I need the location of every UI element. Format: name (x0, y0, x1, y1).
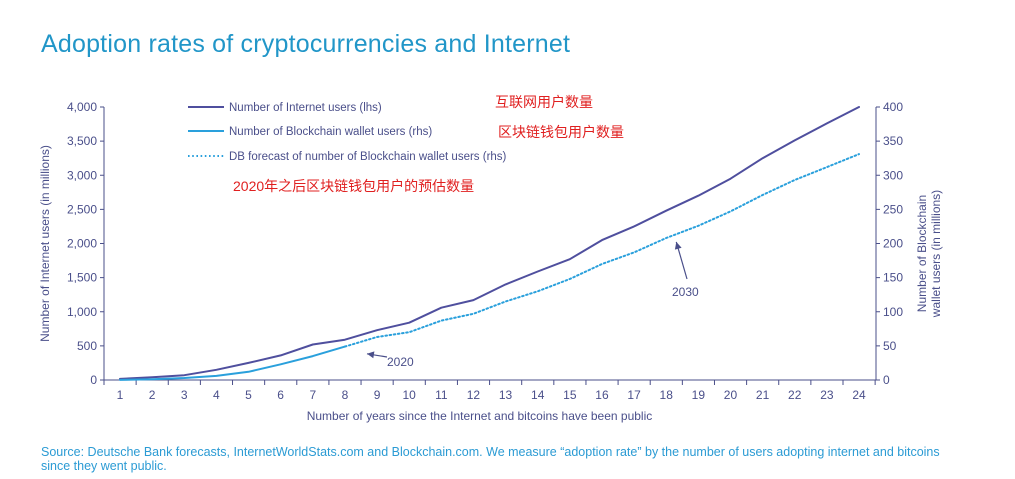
line-chart: 05001,0001,5002,0002,5003,0003,5004,000 … (38, 94, 943, 423)
y2-tick-label: 250 (883, 202, 903, 216)
y-tick-label: 1,500 (67, 271, 97, 285)
y2-axis-title: Number of Blockchainwallet users (in mil… (915, 190, 943, 318)
series-line-internet (119, 106, 860, 380)
x-tick-label: 8 (342, 388, 349, 402)
x-tick-label: 22 (788, 388, 802, 402)
y2-axis-title-line: Number of Blockchain (915, 195, 929, 312)
legend: Number of Internet users (lhs) Number of … (188, 102, 507, 163)
y-tick-label: 4,000 (67, 100, 97, 114)
y-tick-label: 3,000 (67, 168, 97, 182)
x-tick-label: 23 (820, 388, 834, 402)
series-lines (119, 106, 860, 381)
y-tick-label: 500 (77, 339, 97, 353)
x-tick-label: 1 (117, 388, 124, 402)
x-tick-label: 17 (627, 388, 641, 402)
x-axis-title: Number of years since the Internet and b… (307, 409, 653, 423)
x-tick-label: 21 (756, 388, 770, 402)
left-axis: 0 500 1,000 1,500 2,000 2,500 3,000 3,500 4,000 (67, 100, 105, 387)
x-tick-label: 20 (724, 388, 738, 402)
legend-label: Number of Blockchain wallet users (rhs) (229, 126, 432, 138)
y2-tick-label: 350 (883, 134, 903, 148)
source-note: Source: Deutsche Bank forecasts, Interne… (41, 445, 940, 473)
legend-label: DB forecast of number of Blockchain wall… (229, 151, 507, 163)
chart-title: Adoption rates of cryptocurrencies and I… (41, 30, 571, 58)
x-tick-label: 13 (499, 388, 513, 402)
y2-tick-label: 300 (883, 168, 903, 182)
annotation-arrowhead (674, 241, 682, 250)
y2-tick-label: 150 (883, 271, 903, 285)
x-tick-label: 24 (852, 388, 866, 402)
x-tick-label: 11 (435, 388, 448, 402)
y2-tick-label: 50 (883, 339, 897, 353)
x-axis: 1 2 3 4 5 6 7 8 9 10 11 12 13 14 15 16 17 18 19 20 21 22 23 24 (103, 379, 876, 402)
x-tick-label: 16 (595, 388, 609, 402)
y-tick-label: 0 (90, 373, 97, 387)
note-blockchain-users: 区块链钱包用户数量 (498, 124, 624, 140)
series-line-blockchain (119, 345, 346, 381)
y-axis-title: Number of Internet users (in millions) (38, 145, 52, 342)
annotations: 2020 2030 (366, 241, 699, 369)
x-tick-label: 19 (692, 388, 706, 402)
note-forecast: 2020年之后区块链钱包用户的预估数量 (233, 178, 474, 194)
x-tick-label: 14 (531, 388, 545, 402)
note-internet-users: 互联网用户数量 (495, 94, 593, 110)
annotation-label: 2020 (387, 355, 414, 369)
y2-tick-label: 100 (883, 305, 903, 319)
x-tick-label: 15 (563, 388, 577, 402)
y2-axis-title-line: wallet users (in millions) (929, 190, 943, 318)
y2-tick-label: 200 (883, 237, 903, 251)
x-tick-label: 5 (245, 388, 252, 402)
x-tick-label: 2 (149, 388, 156, 402)
y-tick-label: 2,000 (67, 237, 97, 251)
x-tick-label: 7 (309, 388, 316, 402)
y-tick-label: 1,000 (67, 305, 97, 319)
right-axis: 0 50 100 150 200 250 300 350 400 (875, 100, 903, 387)
x-tick-label: 9 (374, 388, 381, 402)
annotation-label: 2030 (672, 285, 699, 299)
series-line-blockchain-forecast (343, 153, 860, 348)
x-tick-label: 4 (213, 388, 220, 402)
x-tick-label: 3 (181, 388, 188, 402)
y-tick-label: 2,500 (67, 202, 97, 216)
y-tick-label: 3,500 (67, 134, 97, 148)
x-tick-label: 18 (660, 388, 674, 402)
y2-tick-label: 0 (883, 373, 890, 387)
legend-label: Number of Internet users (lhs) (229, 102, 382, 114)
y2-tick-label: 400 (883, 100, 903, 114)
x-tick-label: 10 (402, 388, 416, 402)
x-tick-label: 12 (467, 388, 481, 402)
annotation-arrowhead (367, 351, 375, 359)
x-tick-label: 6 (277, 388, 284, 402)
